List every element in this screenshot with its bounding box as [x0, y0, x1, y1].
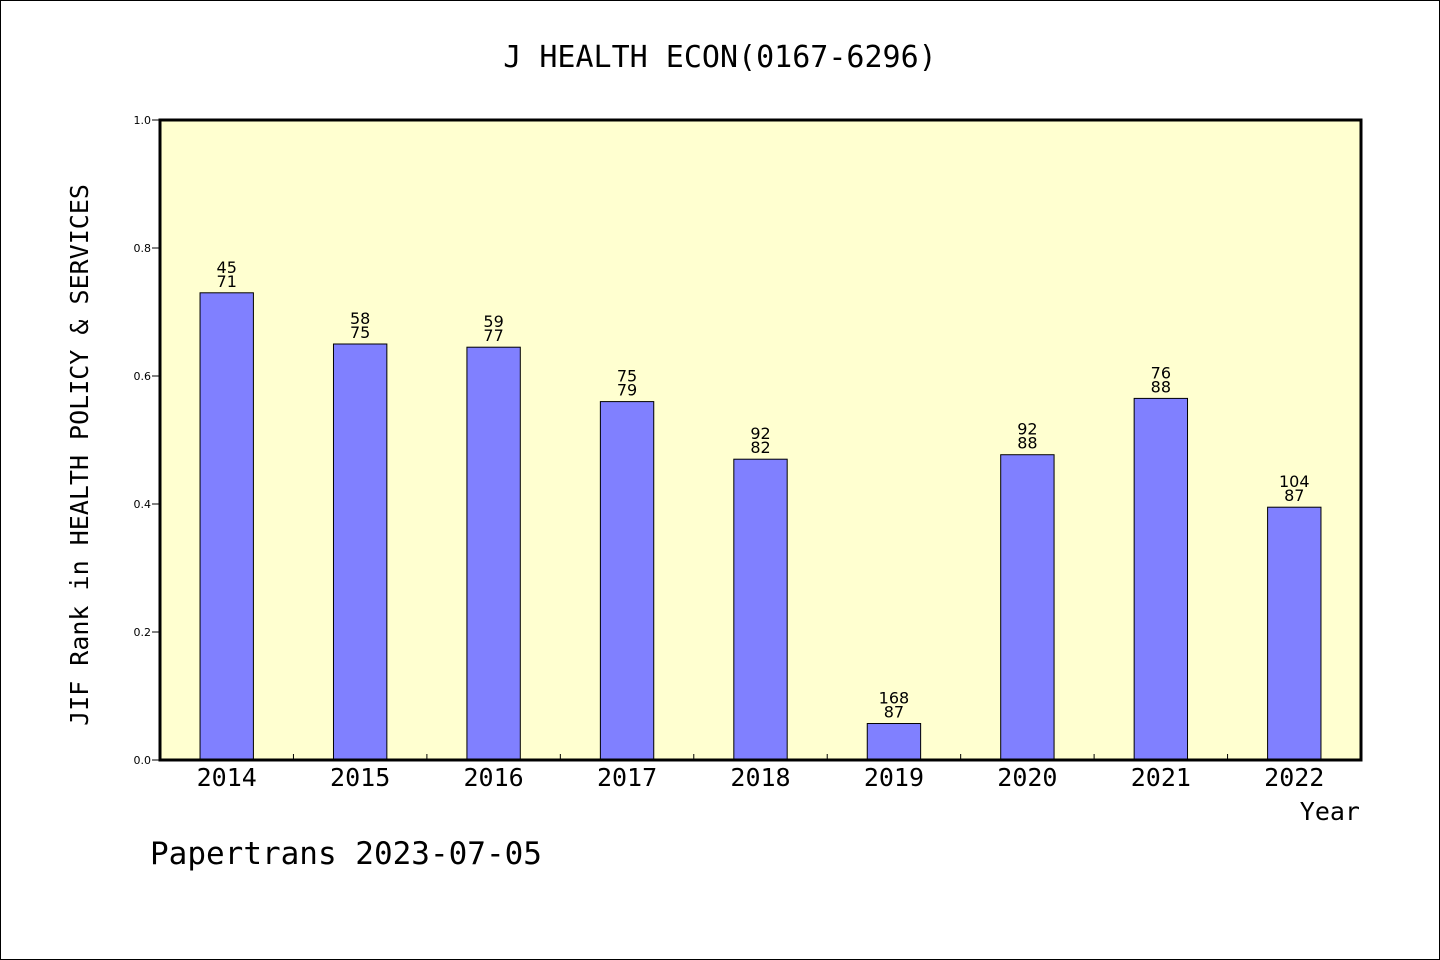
data-label-total: 88	[1017, 434, 1037, 453]
plot-border	[158, 118, 1363, 762]
data-label-total: 87	[1284, 486, 1304, 505]
x-tick-label: 2022	[1264, 763, 1324, 792]
y-tick-label: 1.0	[134, 114, 152, 127]
bar	[733, 458, 788, 761]
data-label-total: 88	[1151, 377, 1171, 396]
x-tick-label: 2014	[197, 763, 257, 792]
data-label-total: 79	[617, 381, 637, 400]
data-label-rank: 92	[750, 424, 770, 443]
x-tick-label: 2016	[464, 763, 524, 792]
x-tick-label: 2021	[1131, 763, 1191, 792]
data-label-rank: 45	[217, 258, 237, 277]
x-tick-label: 2019	[864, 763, 924, 792]
bar	[1267, 506, 1322, 761]
data-label-total: 82	[750, 438, 770, 457]
data-label-rank: 76	[1151, 363, 1171, 382]
y-tick-label: 0.0	[134, 754, 152, 767]
bar	[332, 343, 388, 761]
x-tick-label: 2018	[730, 763, 790, 792]
bar	[1000, 454, 1055, 761]
data-label-total: 87	[884, 703, 904, 722]
footer-text: Papertrans 2023-07-05	[150, 836, 542, 872]
x-tick-label: 2017	[597, 763, 657, 792]
y-tick-label: 0.6	[134, 370, 152, 383]
data-label-total: 77	[483, 326, 503, 345]
data-label-rank: 75	[617, 367, 637, 386]
data-label-rank: 59	[483, 312, 503, 331]
bar	[599, 401, 655, 761]
bar	[866, 723, 922, 761]
plot-area: 0.00.20.40.60.81.04571201458752015597720…	[134, 114, 1363, 792]
data-label-rank: 58	[350, 309, 370, 328]
data-label-rank: 92	[1017, 420, 1037, 439]
bar	[1133, 397, 1189, 761]
x-axis-label: Year	[1300, 797, 1360, 826]
y-tick-label: 0.2	[134, 626, 152, 639]
y-tick-label: 0.4	[134, 498, 152, 511]
data-label-rank: 168	[879, 689, 910, 708]
y-axis-label: JIF Rank in HEALTH POLICY & SERVICES	[65, 184, 94, 726]
data-label-total: 71	[217, 272, 237, 291]
bar	[466, 346, 521, 761]
x-tick-label: 2015	[330, 763, 390, 792]
x-tick-label: 2020	[997, 763, 1057, 792]
bar	[199, 292, 254, 761]
y-tick-label: 0.8	[134, 242, 152, 255]
data-label-total: 75	[350, 323, 370, 342]
chart-title: J HEALTH ECON(0167-6296)	[503, 40, 936, 75]
data-label-rank: 104	[1279, 472, 1310, 491]
